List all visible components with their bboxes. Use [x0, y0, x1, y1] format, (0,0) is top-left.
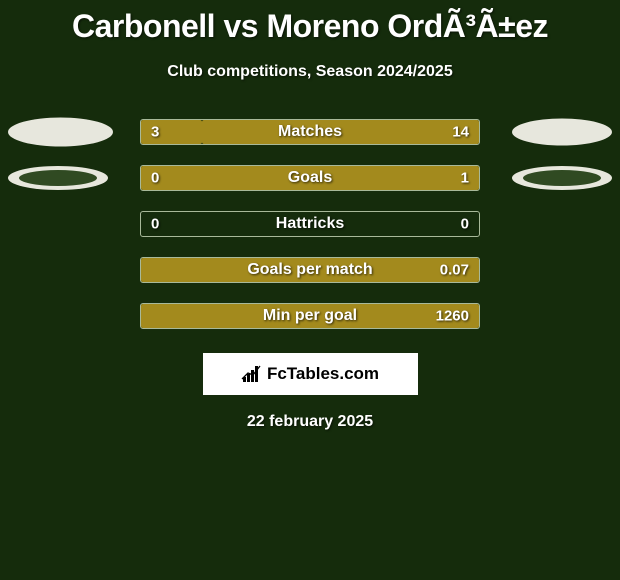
stat-bar: 0 Hattricks 0: [140, 211, 480, 237]
bar-chart-icon: [241, 364, 263, 384]
stat-label: Min per goal: [263, 307, 357, 325]
stat-label: Goals per match: [247, 261, 372, 279]
brand-badge: FcTables.com: [203, 353, 418, 395]
stat-label: Matches: [278, 123, 342, 141]
date-line: 22 february 2025: [0, 413, 620, 431]
stat-value-right: 14: [452, 124, 469, 141]
stat-label: Hattricks: [276, 215, 344, 233]
stat-row: 3 Matches 14: [0, 109, 620, 155]
player-left-oval-overlay: [19, 170, 97, 186]
stat-bar: Min per goal 1260: [140, 303, 480, 329]
page-title: Carbonell vs Moreno OrdÃ³Ã±ez: [0, 0, 620, 45]
stat-value-right: 0: [461, 216, 469, 233]
stat-bar: 3 Matches 14: [140, 119, 480, 145]
stat-value-left: 0: [151, 216, 159, 233]
stat-label: Goals: [288, 169, 332, 187]
stat-row: Goals per match 0.07: [0, 247, 620, 293]
brand-label: FcTables.com: [267, 364, 379, 384]
stat-bar: Goals per match 0.07: [140, 257, 480, 283]
stat-value-right: 0.07: [440, 262, 469, 279]
stat-bar: 0 Goals 1: [140, 165, 480, 191]
stat-value-left: 3: [151, 124, 159, 141]
stat-value-right: 1: [461, 170, 469, 187]
comparison-chart: 3 Matches 14 0 Goals 1 0 Hattricks 0 Goals per ma…: [0, 109, 620, 339]
player-left-oval: [8, 118, 113, 147]
subtitle: Club competitions, Season 2024/2025: [0, 63, 620, 81]
stat-value-left: 0: [151, 170, 159, 187]
player-right-oval-overlay: [523, 170, 601, 186]
player-right-oval: [512, 119, 612, 146]
stat-row: Min per goal 1260: [0, 293, 620, 339]
stat-value-right: 1260: [436, 308, 469, 325]
stat-row: 0 Goals 1: [0, 155, 620, 201]
stat-row: 0 Hattricks 0: [0, 201, 620, 247]
